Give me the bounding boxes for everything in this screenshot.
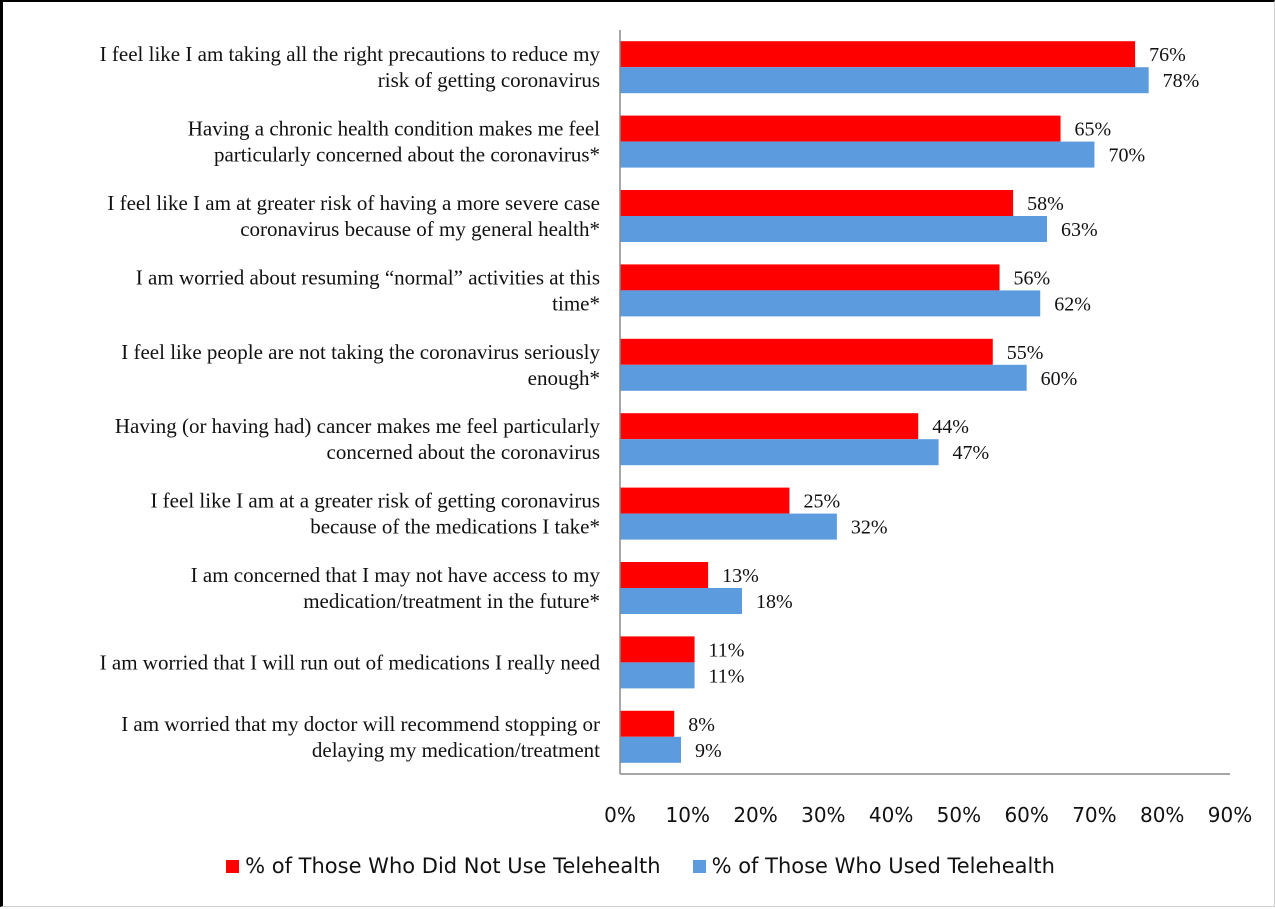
category-label-6-line-1: because of the medications I take* bbox=[310, 515, 600, 539]
legend-item-not-telehealth: % of Those Who Did Not Use Telehealth bbox=[226, 854, 661, 878]
value-label-not-telehealth-0: 76% bbox=[1149, 44, 1186, 66]
legend-swatch-red bbox=[226, 859, 240, 873]
legend-swatch-blue bbox=[692, 859, 706, 873]
bar-telehealth-2 bbox=[620, 216, 1047, 242]
x-tick-label-1: 10% bbox=[666, 803, 710, 827]
bar-not-telehealth-4 bbox=[620, 338, 993, 365]
value-label-not-telehealth-7: 13% bbox=[722, 565, 759, 587]
bar-not-telehealth-0 bbox=[620, 41, 1136, 68]
x-tick-label-6: 60% bbox=[1004, 803, 1048, 827]
bar-telehealth-8 bbox=[620, 662, 695, 689]
value-label-telehealth-6: 32% bbox=[851, 517, 888, 539]
category-label-4-line-1: enough* bbox=[528, 366, 600, 390]
bar-chart: I feel like I am taking all the right pr… bbox=[100, 30, 1252, 827]
value-label-telehealth-8: 11% bbox=[709, 665, 745, 687]
x-tick-label-8: 80% bbox=[1140, 803, 1184, 827]
bar-not-telehealth-3 bbox=[620, 264, 1000, 291]
x-tick-label-3: 30% bbox=[801, 803, 845, 827]
value-label-not-telehealth-4: 55% bbox=[1007, 342, 1044, 364]
value-label-telehealth-7: 18% bbox=[756, 591, 793, 613]
category-label-5-line-0: Having (or having had) cancer makes me f… bbox=[115, 414, 601, 438]
value-label-not-telehealth-2: 58% bbox=[1027, 193, 1064, 215]
bar-telehealth-4 bbox=[620, 364, 1027, 391]
value-label-not-telehealth-5: 44% bbox=[932, 416, 969, 438]
category-label-5-line-1: concerned about the coronavirus bbox=[327, 440, 600, 464]
value-label-telehealth-9: 9% bbox=[695, 740, 722, 762]
bar-not-telehealth-2 bbox=[620, 190, 1014, 216]
bar-not-telehealth-9 bbox=[620, 710, 675, 737]
x-tick-label-7: 70% bbox=[1072, 803, 1116, 827]
bar-telehealth-9 bbox=[620, 736, 681, 763]
x-tick-label-9: 90% bbox=[1208, 803, 1252, 827]
legend-label-not-telehealth: % of Those Who Did Not Use Telehealth bbox=[245, 854, 661, 878]
legend: % of Those Who Did Not Use Telehealth % … bbox=[3, 849, 1275, 883]
category-label-2-line-0: I feel like I am at greater risk of havi… bbox=[107, 191, 600, 215]
bar-telehealth-5 bbox=[620, 439, 939, 466]
bars-layer bbox=[620, 41, 1149, 763]
category-label-1-line-1: particularly concerned about the coronav… bbox=[214, 143, 600, 167]
bar-not-telehealth-5 bbox=[620, 413, 919, 440]
bar-not-telehealth-8 bbox=[620, 636, 695, 663]
x-tick-label-2: 20% bbox=[733, 803, 777, 827]
x-tick-label-5: 50% bbox=[937, 803, 981, 827]
axis-layer: 0% 10% 20% 30% 40% 50% 60% 70% 80% 90% bbox=[604, 30, 1252, 827]
category-labels-layer: I feel like I am taking all the right pr… bbox=[100, 42, 601, 762]
bar-telehealth-6 bbox=[620, 513, 837, 540]
value-label-telehealth-5: 47% bbox=[953, 442, 990, 464]
category-label-3-line-1: time* bbox=[552, 291, 600, 315]
value-label-not-telehealth-1: 65% bbox=[1075, 119, 1112, 141]
category-label-4-line-0: I feel like people are not taking the co… bbox=[121, 340, 600, 364]
bar-not-telehealth-6 bbox=[620, 487, 790, 514]
category-label-1-line-0: Having a chronic health condition makes … bbox=[188, 117, 600, 141]
value-label-telehealth-4: 60% bbox=[1041, 368, 1078, 390]
value-label-not-telehealth-9: 8% bbox=[688, 714, 715, 736]
value-label-telehealth-1: 70% bbox=[1108, 145, 1145, 167]
bar-telehealth-7 bbox=[620, 588, 742, 614]
legend-label-telehealth: % of Those Who Used Telehealth bbox=[711, 854, 1055, 878]
bar-telehealth-1 bbox=[620, 141, 1095, 168]
x-tick-label-4: 40% bbox=[869, 803, 913, 827]
category-label-2-line-1: coronavirus because of my general health… bbox=[240, 217, 600, 241]
value-labels-layer: 76% 78% 65% 70% 58% 63% 56%62% 55% 60% 44% 47% 25% 3… bbox=[688, 44, 1199, 762]
category-label-3-line-0: I am worried about resuming “normal” act… bbox=[136, 265, 600, 289]
category-label-7-line-0: I am concerned that I may not have acces… bbox=[191, 563, 601, 587]
bar-telehealth-0 bbox=[620, 67, 1149, 94]
category-label-8-line-0: I am worried that I will run out of medi… bbox=[100, 650, 601, 674]
value-label-telehealth-3: 62% bbox=[1054, 293, 1091, 315]
value-label-not-telehealth-3: 56% bbox=[1014, 267, 1051, 289]
category-label-0-line-1: risk of getting coronavirus bbox=[378, 68, 600, 92]
category-label-0-line-0: I feel like I am taking all the right pr… bbox=[100, 42, 601, 66]
x-tick-label-0: 0% bbox=[604, 803, 636, 827]
category-label-6-line-0: I feel like I am at a greater risk of ge… bbox=[150, 489, 600, 513]
category-label-9-line-1: delaying my medication/treatment bbox=[312, 738, 600, 762]
bar-telehealth-3 bbox=[620, 290, 1041, 317]
value-label-not-telehealth-6: 25% bbox=[803, 491, 840, 513]
category-label-7-line-1: medication/treatment in the future* bbox=[303, 589, 600, 613]
value-label-telehealth-2: 63% bbox=[1061, 219, 1098, 241]
legend-item-telehealth: % of Those Who Used Telehealth bbox=[692, 854, 1055, 878]
category-label-9-line-0: I am worried that my doctor will recomme… bbox=[121, 712, 600, 736]
bar-not-telehealth-7 bbox=[620, 562, 709, 588]
value-label-not-telehealth-8: 11% bbox=[709, 639, 745, 661]
value-label-telehealth-0: 78% bbox=[1163, 70, 1200, 92]
bar-not-telehealth-1 bbox=[620, 115, 1061, 142]
